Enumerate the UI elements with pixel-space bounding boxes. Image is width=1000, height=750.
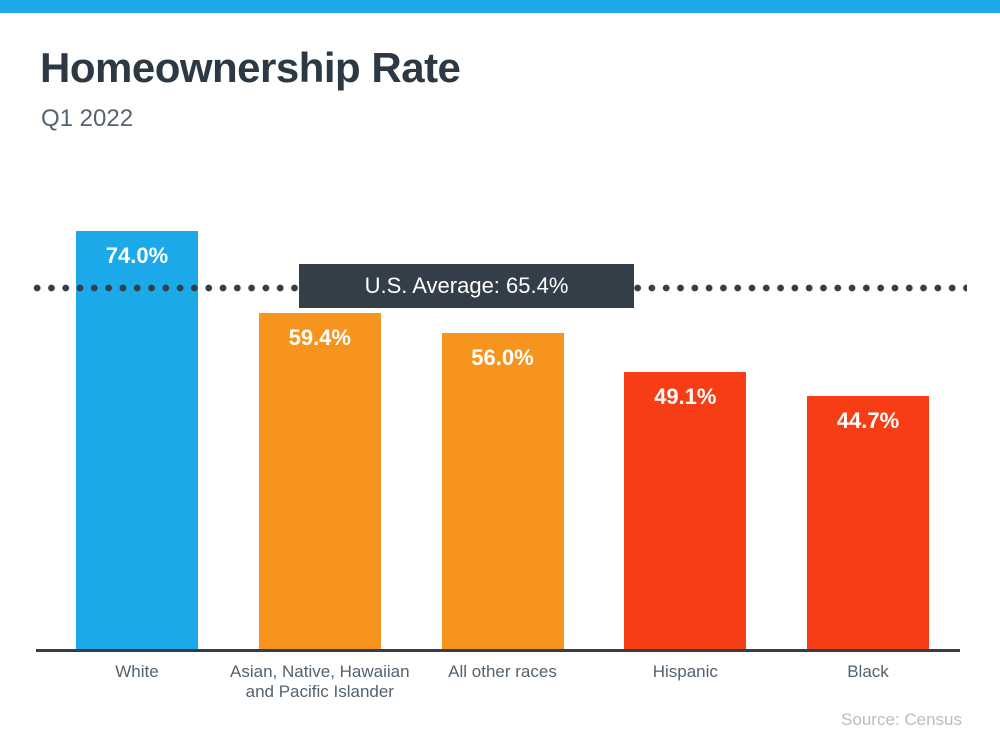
category-label: Asian, Native, Hawaiian and Pacific Isla… — [230, 662, 410, 701]
category-label: All other races — [448, 662, 557, 681]
chart-bar: 56.0% — [441, 332, 564, 649]
page-title: Homeownership Rate — [40, 44, 461, 91]
chart-bar: 74.0% — [76, 230, 198, 649]
bar-value-label: 44.7% — [836, 408, 900, 434]
bar-value-label: 74.0% — [105, 242, 169, 268]
us-average-callout: U.S. Average: 65.4% — [299, 264, 634, 308]
x-axis-line — [36, 649, 960, 652]
category-label: Hispanic — [652, 662, 718, 681]
bar-value-label: 49.1% — [654, 383, 717, 409]
chart-bar: 59.4% — [258, 313, 381, 649]
chart-bar: 44.7% — [807, 396, 929, 649]
category-label: Black — [847, 662, 889, 681]
bar-value-label: 59.4% — [288, 325, 351, 351]
us-average-label: U.S. Average: 65.4% — [364, 273, 569, 298]
category-label: White — [115, 662, 159, 681]
source-credit: Source: Census — [841, 710, 962, 729]
page-subtitle: Q1 2022 — [41, 105, 134, 132]
bar-value-label: 56.0% — [471, 344, 534, 370]
top-accent-bar — [0, 0, 1000, 13]
chart-bar: 49.1% — [624, 371, 747, 649]
